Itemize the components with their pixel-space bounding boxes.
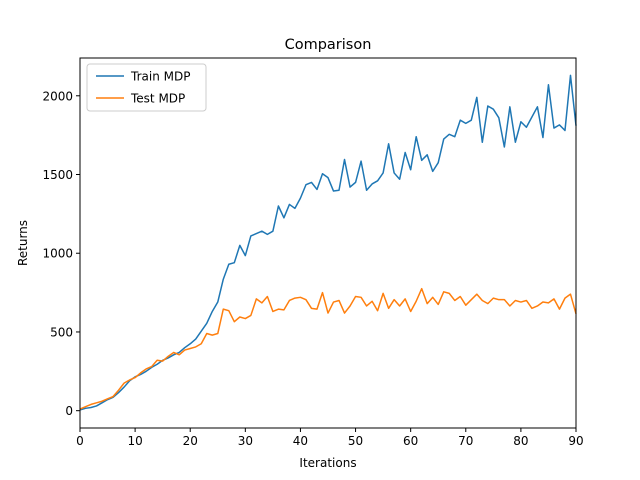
legend-label-test-mdp: Test MDP	[130, 92, 185, 106]
chart-title: Comparison	[285, 37, 372, 53]
y-tick-label: 1500	[42, 168, 73, 182]
x-tick-label: 60	[403, 434, 418, 448]
legend: Train MDP Test MDP	[86, 63, 207, 112]
x-tick-label: 80	[513, 434, 528, 448]
x-tick-label: 30	[238, 434, 253, 448]
legend-label-train-mdp: Train MDP	[130, 70, 190, 84]
y-axis-label: Returns	[16, 220, 30, 266]
x-tick-label: 50	[348, 434, 363, 448]
y-tick-label: 0	[65, 404, 73, 418]
plot-area: 0 10 20 30 40 50 60 70 80 90 0 500 1000 1500 2000	[42, 57, 584, 448]
x-axis-ticks: 0 10 20 30 40 50 60 70 80 90	[76, 428, 584, 448]
x-tick-label: 70	[458, 434, 473, 448]
x-tick-label: 90	[568, 434, 583, 448]
y-tick-label: 500	[50, 325, 73, 339]
x-tick-label: 10	[127, 434, 142, 448]
y-tick-label: 2000	[42, 89, 73, 103]
x-tick-label: 20	[183, 434, 198, 448]
x-axis-label: Iterations	[299, 456, 356, 470]
x-tick-label: 40	[293, 434, 308, 448]
series-line-test-mdp	[79, 287, 577, 410]
y-tick-label: 1000	[42, 247, 73, 261]
axes-frame	[79, 57, 577, 429]
series-layer	[79, 74, 577, 411]
x-tick-label: 0	[76, 434, 84, 448]
y-axis-ticks: 0 500 1000 1500 2000	[42, 89, 80, 418]
